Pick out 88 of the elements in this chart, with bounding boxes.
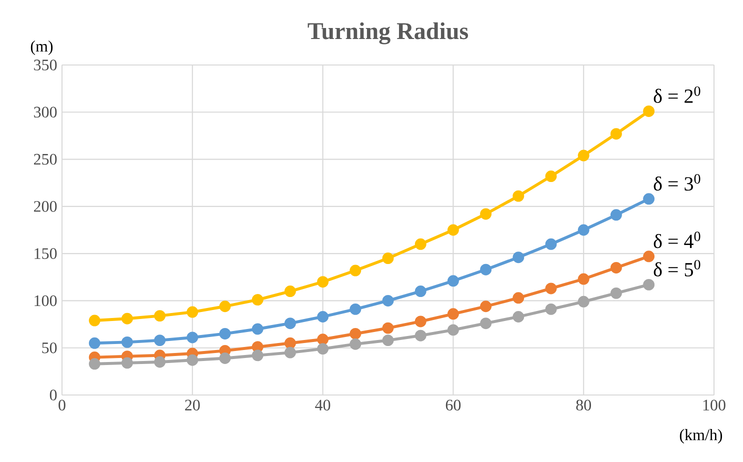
point bbox=[643, 193, 655, 205]
point bbox=[350, 328, 362, 340]
point bbox=[186, 354, 198, 366]
point bbox=[447, 224, 459, 236]
point bbox=[284, 286, 296, 298]
point bbox=[578, 296, 590, 308]
y-tick-label: 100 bbox=[34, 295, 57, 306]
point bbox=[284, 318, 296, 330]
point bbox=[317, 276, 329, 288]
x-tick-label: 100 bbox=[703, 400, 726, 410]
point bbox=[610, 128, 622, 140]
point bbox=[350, 264, 362, 276]
point bbox=[88, 314, 100, 326]
point bbox=[545, 303, 557, 315]
point bbox=[284, 337, 296, 349]
point bbox=[219, 328, 231, 340]
point bbox=[545, 170, 557, 182]
point bbox=[252, 323, 264, 335]
point bbox=[414, 286, 426, 298]
point bbox=[447, 308, 459, 320]
point bbox=[643, 250, 655, 262]
point bbox=[121, 357, 133, 369]
point bbox=[610, 287, 622, 299]
y-tick-label: 200 bbox=[34, 201, 57, 212]
x-axis-title: (km/h) bbox=[680, 429, 722, 444]
y-tick-label: 250 bbox=[34, 154, 57, 165]
point bbox=[121, 336, 133, 348]
point bbox=[578, 224, 590, 236]
point bbox=[512, 190, 524, 202]
point bbox=[219, 300, 231, 312]
point bbox=[88, 358, 100, 370]
x-tick-label: 60 bbox=[446, 400, 461, 410]
point bbox=[610, 209, 622, 221]
x-tick-label: 40 bbox=[315, 400, 330, 410]
point bbox=[219, 352, 231, 364]
point bbox=[154, 310, 166, 322]
x-tick-label: 20 bbox=[185, 400, 200, 410]
point bbox=[578, 150, 590, 162]
point bbox=[382, 294, 394, 306]
point bbox=[252, 341, 264, 353]
point bbox=[252, 350, 264, 362]
point bbox=[317, 343, 329, 355]
point bbox=[545, 282, 557, 294]
point bbox=[382, 322, 394, 334]
point bbox=[545, 238, 557, 250]
y-tick-label: 50 bbox=[42, 342, 57, 354]
point bbox=[480, 318, 492, 330]
point bbox=[512, 292, 524, 304]
point bbox=[284, 346, 296, 358]
point bbox=[643, 278, 655, 290]
point bbox=[414, 238, 426, 250]
point bbox=[480, 208, 492, 220]
point bbox=[186, 306, 198, 318]
point bbox=[317, 334, 329, 346]
point bbox=[447, 275, 459, 287]
point bbox=[512, 252, 524, 264]
point bbox=[154, 356, 166, 368]
point bbox=[350, 338, 362, 350]
y-tick-label: 350 bbox=[34, 60, 57, 70]
point bbox=[382, 334, 394, 346]
point bbox=[317, 311, 329, 322]
series-label: δ = 5$^{0}$ bbox=[654, 260, 700, 276]
y-tick-label: 150 bbox=[34, 248, 57, 259]
y-tick-label: 0 bbox=[50, 390, 57, 400]
point bbox=[350, 303, 362, 315]
point bbox=[414, 316, 426, 328]
point bbox=[121, 312, 133, 324]
point bbox=[610, 262, 622, 274]
point bbox=[382, 252, 394, 264]
series-label: δ = 3$^{0}$ bbox=[654, 174, 700, 191]
x-tick-label: 80 bbox=[576, 400, 591, 410]
point bbox=[643, 105, 655, 117]
point bbox=[154, 334, 166, 346]
point bbox=[186, 332, 198, 344]
y-axis-title: (m) bbox=[30, 40, 53, 55]
x-tick-label: 0 bbox=[58, 400, 66, 410]
point bbox=[447, 324, 459, 336]
point bbox=[578, 273, 590, 285]
chart-title: Turning Radius bbox=[308, 22, 468, 44]
y-tick-label: 300 bbox=[34, 106, 57, 118]
point bbox=[480, 264, 492, 276]
point bbox=[88, 337, 100, 349]
point bbox=[512, 311, 524, 322]
series-label: δ = 4$^{0}$ bbox=[654, 232, 700, 248]
point bbox=[252, 294, 264, 306]
series-label: δ = 2$^{0}$ bbox=[654, 86, 700, 103]
point bbox=[480, 300, 492, 312]
point bbox=[414, 330, 426, 342]
